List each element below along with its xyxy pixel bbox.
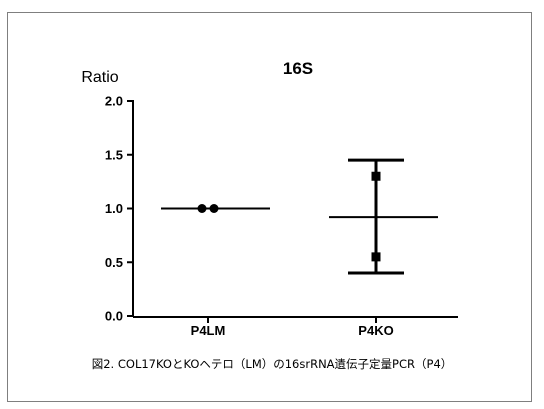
y-tick-label: 2.0 bbox=[105, 94, 123, 109]
data-marks bbox=[161, 158, 438, 275]
y-ticks: 0.0 0.5 1.0 1.5 2.0 bbox=[105, 94, 133, 324]
data-point bbox=[197, 204, 207, 213]
y-axis-label: Ratio bbox=[81, 69, 118, 86]
y-tick-label: 1.0 bbox=[105, 201, 123, 216]
data-point bbox=[371, 171, 381, 181]
figure-caption: 図2. COL17KOとKOヘテロ（LM）の16srRNA遺伝子定量PCR（P4… bbox=[91, 357, 453, 371]
chart-title: 16S bbox=[283, 59, 313, 78]
y-tick-label: 0.0 bbox=[105, 309, 123, 324]
x-category-label: P4KO bbox=[358, 323, 393, 338]
y-tick-label: 1.5 bbox=[105, 147, 123, 162]
y-tick-label: 0.5 bbox=[105, 255, 123, 270]
data-point bbox=[371, 252, 381, 262]
x-categories: P4LM P4KO bbox=[191, 317, 394, 338]
data-point bbox=[209, 204, 219, 213]
x-category-label: P4LM bbox=[191, 323, 226, 338]
figure-frame bbox=[7, 12, 532, 402]
